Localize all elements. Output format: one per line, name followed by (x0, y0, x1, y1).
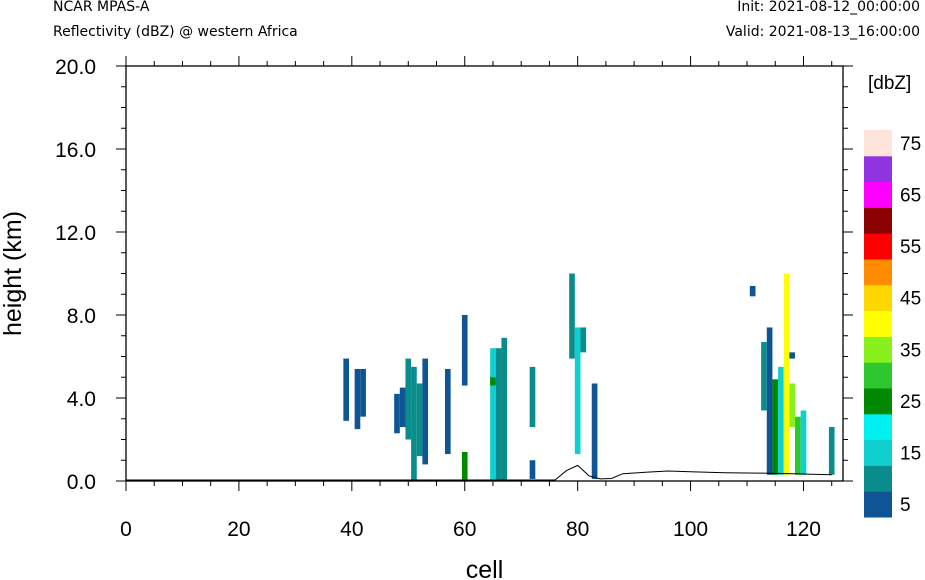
colorbar-label: 45 (900, 289, 921, 310)
colorbar-swatch (864, 439, 892, 466)
colorbar-swatch (864, 336, 892, 363)
reflectivity-cell (405, 358, 412, 440)
y-tick-label: 4.0 (67, 388, 96, 411)
reflectivity-cell (490, 377, 496, 386)
colorbar-label: 15 (900, 444, 921, 465)
y-tick-label: 8.0 (67, 305, 96, 328)
reflectivity-cell (461, 451, 468, 481)
x-tick-label: 0 (120, 518, 132, 541)
variable-title: Reflectivity (dBZ) @ western Africa (53, 24, 298, 40)
x-tick-label: 60 (453, 518, 476, 541)
y-axis-label: height (km) (0, 211, 27, 336)
x-axis-label: cell (466, 556, 504, 580)
colorbar-swatch (864, 130, 892, 157)
reflectivity-cell (444, 368, 451, 455)
reflectivity-cell (490, 348, 496, 481)
reflectivity-cell (772, 379, 779, 475)
axes-layer: 0 20 40 60 80 100 120 0.0 4.0 8.0 12.0 16.0 20.0 cell… (0, 56, 853, 580)
colorbar-swatch (864, 284, 892, 312)
y-tick-label: 0.0 (67, 471, 96, 494)
colorbar-swatch (864, 413, 892, 441)
reflectivity-cell (749, 285, 756, 297)
colorbar-unit: [dbZ] (868, 73, 911, 94)
reflectivity-cell (416, 383, 423, 457)
colorbar-swatch (864, 388, 892, 415)
colorbar: 5 15 25 35 45 55 65 75 [dbZ] (864, 73, 921, 518)
reflectivity-cell (394, 393, 400, 434)
reflectivity-cell (580, 327, 587, 353)
colorbar-swatch (864, 491, 892, 518)
colorbar-swatch (864, 155, 892, 183)
x-tick-label: 120 (786, 518, 821, 541)
reflectivity-cell (591, 383, 598, 479)
reflectivity-cell (783, 273, 790, 475)
y-tick-label: 12.0 (55, 222, 96, 245)
reflectivity-cell (828, 427, 835, 475)
reflectivity-cell (800, 410, 807, 475)
x-tick-label: 20 (227, 518, 250, 541)
y-tick-label: 20.0 (55, 56, 96, 79)
plot-frame (125, 65, 844, 482)
reflectivity-cell (399, 387, 406, 428)
reflectivity-cell (789, 383, 796, 428)
reflectivity-cell (360, 368, 366, 417)
colorbar-swatch (864, 259, 892, 286)
colorbar-swatch (864, 233, 892, 260)
model-name: NCAR MPAS-A (53, 0, 150, 15)
colorbar-swatch (864, 207, 892, 234)
reflectivity-cell (529, 460, 536, 479)
plot-data-layer (126, 273, 835, 481)
colorbar-swatch (864, 181, 892, 208)
reflectivity-cell (461, 315, 468, 386)
reflectivity-cell (495, 348, 502, 481)
colorbar-label: 5 (900, 495, 911, 516)
plot-border (125, 65, 844, 482)
reflectivity-cell (766, 327, 773, 475)
colorbar-swatch (864, 362, 892, 389)
reflectivity-cell (789, 352, 796, 359)
valid-time: Valid: 2021-08-13_16:00:00 (725, 24, 920, 40)
reflectivity-cell (569, 273, 575, 359)
colorbar-swatch (864, 465, 892, 492)
colorbar-label: 75 (900, 134, 921, 155)
colorbar-label: 35 (900, 340, 921, 361)
y-tick-label: 16.0 (55, 139, 96, 162)
reflectivity-cell (795, 416, 801, 475)
reflectivity-cell (778, 366, 784, 475)
reflectivity-cell (411, 366, 417, 481)
reflectivity-cell (761, 341, 767, 411)
reflectivity-cell (529, 366, 536, 428)
colorbar-swatch (864, 310, 892, 337)
x-tick-label: 80 (566, 518, 589, 541)
colorbar-label: 55 (900, 237, 921, 258)
reflectivity-cell (501, 337, 508, 481)
reflectivity-cell (354, 368, 361, 430)
colorbar-label: 25 (900, 392, 921, 413)
reflectivity-cell (574, 327, 581, 455)
x-tick-label: 100 (673, 518, 708, 541)
init-time: Init: 2021-08-12_00:00:00 (737, 0, 920, 15)
colorbar-label: 65 (900, 186, 921, 207)
reflectivity-cell (343, 358, 350, 421)
x-tick-label: 40 (340, 518, 363, 541)
reflectivity-cell (422, 358, 429, 465)
terrain-line (126, 464, 832, 481)
